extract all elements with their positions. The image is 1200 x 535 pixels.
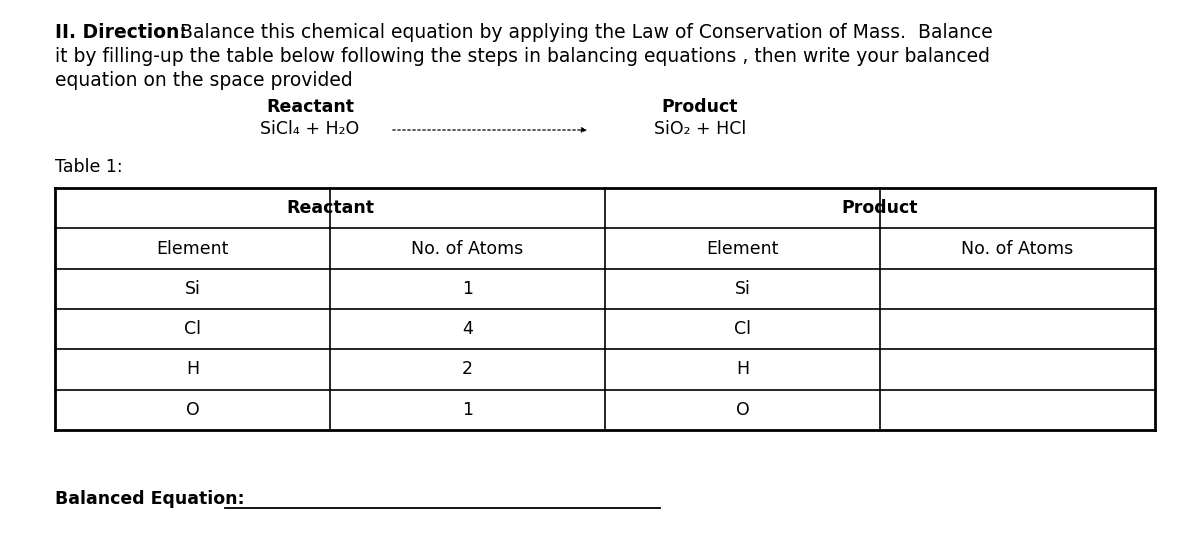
Text: II. Direction:: II. Direction:: [55, 23, 187, 42]
Text: Product: Product: [661, 98, 738, 116]
Text: Reactant: Reactant: [266, 98, 354, 116]
Text: Cl: Cl: [184, 320, 202, 338]
Text: No. of Atoms: No. of Atoms: [412, 240, 523, 257]
Text: O: O: [186, 401, 199, 419]
Text: 1: 1: [462, 280, 473, 298]
Text: H: H: [736, 361, 749, 378]
Text: Element: Element: [156, 240, 229, 257]
Text: O: O: [736, 401, 749, 419]
Text: Si: Si: [185, 280, 200, 298]
Text: SiCl₄ + H₂O: SiCl₄ + H₂O: [260, 120, 360, 138]
Text: Balance this chemical equation by applying the Law of Conservation of Mass.  Bal: Balance this chemical equation by applyi…: [168, 23, 992, 42]
Text: equation on the space provided: equation on the space provided: [55, 71, 353, 90]
Text: Table 1:: Table 1:: [55, 158, 122, 176]
Text: Si: Si: [734, 280, 750, 298]
Text: it by filling-up the table below following the steps in balancing equations , th: it by filling-up the table below followi…: [55, 47, 990, 66]
Text: 4: 4: [462, 320, 473, 338]
Text: Element: Element: [707, 240, 779, 257]
Text: Product: Product: [841, 199, 918, 217]
Text: No. of Atoms: No. of Atoms: [961, 240, 1074, 257]
Text: Reactant: Reactant: [286, 199, 374, 217]
Text: 2: 2: [462, 361, 473, 378]
Text: Cl: Cl: [734, 320, 751, 338]
Text: 1: 1: [462, 401, 473, 419]
Text: SiO₂ + HCl: SiO₂ + HCl: [654, 120, 746, 138]
Text: Balanced Equation:: Balanced Equation:: [55, 490, 245, 508]
Text: H: H: [186, 361, 199, 378]
